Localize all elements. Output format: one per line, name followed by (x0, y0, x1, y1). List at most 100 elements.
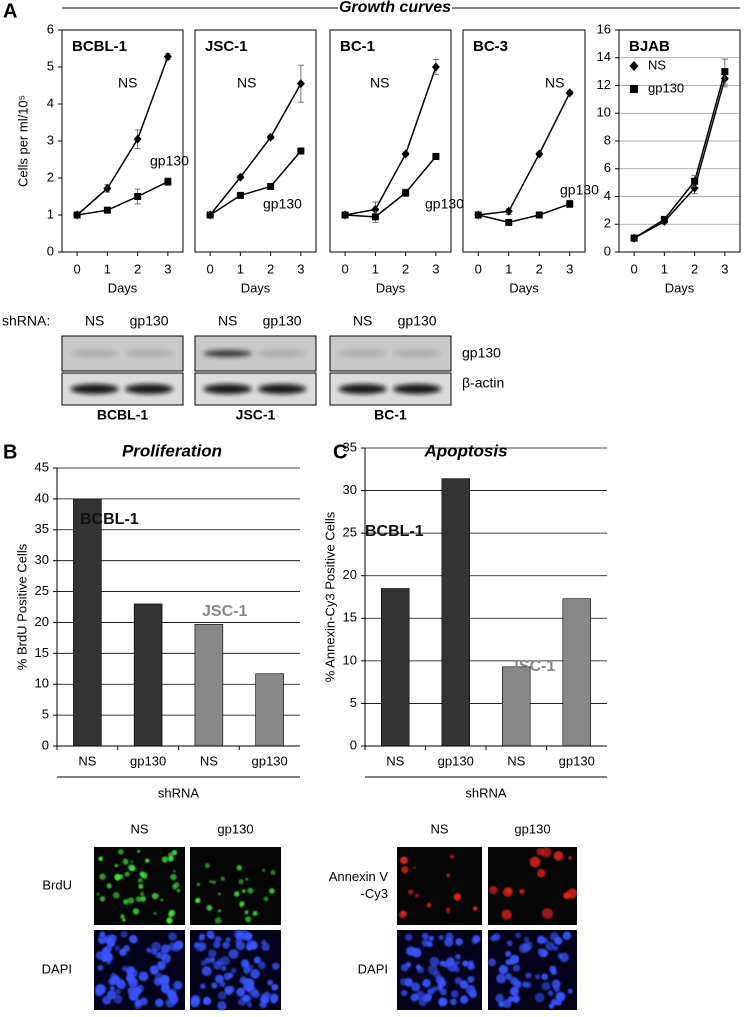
cell (237, 997, 247, 1006)
annotation: JSC-1 (510, 658, 555, 675)
marker (163, 52, 172, 62)
cell (154, 998, 164, 1008)
cell (228, 948, 239, 959)
series-label: gp130 (560, 182, 599, 198)
marker (432, 153, 440, 161)
cell (272, 962, 280, 970)
bar (441, 478, 470, 747)
blot-band (203, 350, 252, 357)
cell (421, 939, 430, 947)
bar (502, 666, 531, 747)
y-tick-label: 4 (47, 95, 54, 110)
x-tick-label: 0 (74, 261, 81, 276)
y-tick-label: 15 (35, 645, 49, 660)
cell (225, 936, 231, 943)
cell (446, 957, 455, 966)
cell (195, 897, 201, 904)
y-tick-label: 14 (597, 49, 611, 64)
cell (217, 1001, 227, 1011)
cell (400, 856, 408, 865)
x-tick-label: 2 (402, 261, 409, 276)
x-tick-label: 1 (104, 261, 111, 276)
cell (167, 855, 174, 862)
x-axis-label: Days (376, 280, 406, 295)
lane-label: gp130 (263, 313, 302, 329)
y-tick-label: 6 (47, 21, 54, 36)
cell (438, 997, 448, 1007)
x-axis-label: Days (108, 280, 138, 295)
y-tick-label: 0 (604, 243, 611, 258)
cell (97, 964, 104, 971)
cell (513, 980, 522, 989)
marker (164, 178, 172, 186)
cell (99, 896, 106, 902)
cell (462, 960, 469, 967)
marker (103, 183, 112, 193)
cell (132, 986, 142, 996)
series-line (633, 78, 726, 239)
cell (99, 931, 106, 937)
plot-frame (194, 29, 317, 253)
cell (161, 975, 170, 984)
cell (412, 866, 416, 870)
x-tick-label: 2 (267, 261, 274, 276)
cell (160, 898, 164, 902)
y-tick-label: 4 (604, 188, 611, 203)
cell (455, 953, 461, 960)
cell (489, 885, 498, 895)
cell (146, 947, 152, 953)
marker (297, 147, 305, 155)
cell (217, 991, 227, 1000)
x-tick-label: 2 (134, 261, 141, 276)
cell (270, 993, 279, 1003)
cell (244, 932, 253, 941)
chart-title: BC-3 (473, 38, 508, 55)
marker (133, 134, 142, 144)
cell (400, 910, 407, 917)
lane-label: gp130 (130, 313, 169, 329)
marker (566, 200, 574, 208)
x-tick-label: 0 (631, 261, 638, 276)
x-tick-label: 2 (691, 261, 698, 276)
cell (237, 931, 244, 937)
x-tick-label: 3 (432, 261, 439, 276)
y-tick-label: 35 (343, 439, 357, 454)
cell (251, 989, 260, 999)
blot-row-label: β-actin (462, 375, 504, 391)
cell (219, 981, 226, 988)
y-tick-label: 5 (42, 707, 49, 722)
y-tick-label: 0 (42, 737, 49, 752)
cell (562, 931, 572, 940)
blot-band (392, 384, 442, 394)
cell (228, 972, 234, 978)
cell (114, 988, 121, 995)
cell (98, 856, 104, 862)
cell (401, 866, 409, 874)
cell (199, 933, 205, 939)
cell (173, 980, 183, 990)
y-tick-label: 1 (47, 206, 54, 221)
series-line (633, 71, 726, 239)
y-tick-label: 40 (35, 490, 49, 505)
y-tick-label: 20 (35, 614, 49, 629)
cell (522, 981, 529, 988)
cell (541, 981, 551, 991)
x-tick-label: 1 (372, 261, 379, 276)
plot-frame (329, 29, 452, 253)
cell (408, 889, 414, 895)
cell (117, 981, 126, 990)
cell (534, 992, 545, 1003)
cell (557, 953, 563, 959)
marker (206, 211, 214, 219)
cell (218, 909, 221, 913)
cell (467, 975, 475, 983)
cell (236, 987, 246, 997)
cell (211, 982, 218, 989)
y-tick-label: 5 (47, 58, 54, 73)
cell (151, 892, 159, 900)
marker (402, 189, 410, 197)
blot-band (257, 350, 307, 357)
marker (630, 234, 638, 242)
cell (551, 998, 558, 1006)
cell (439, 988, 447, 996)
